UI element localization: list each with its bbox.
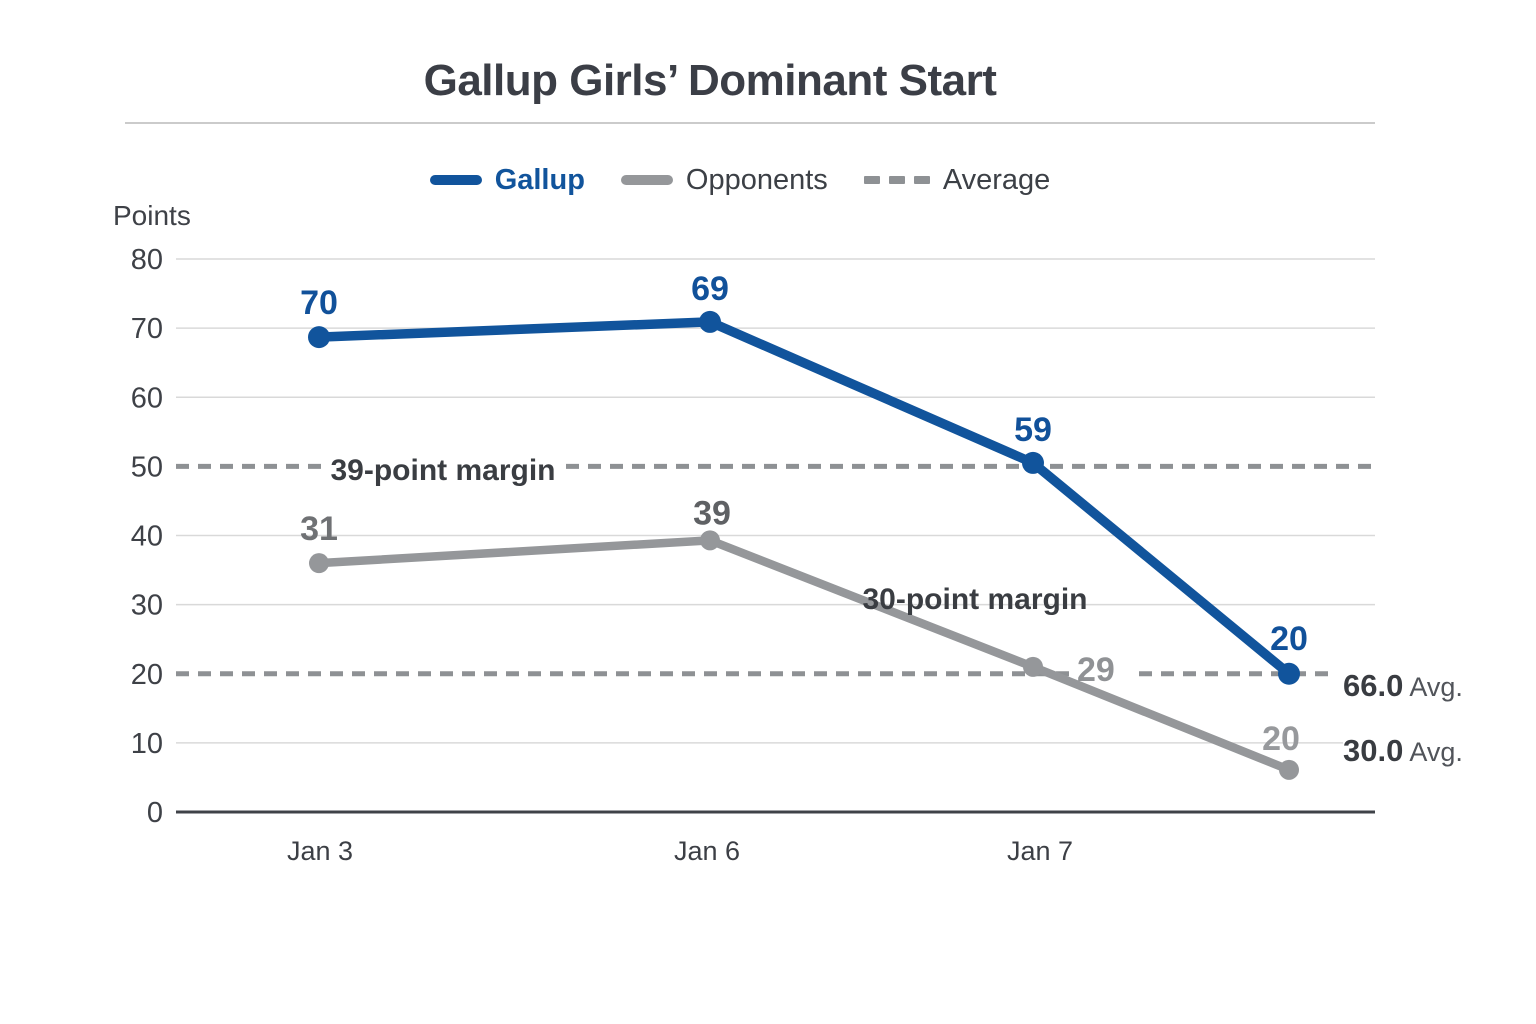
gallup-line-swatch-icon bbox=[429, 175, 482, 185]
avg-suffix: Avg. bbox=[1409, 672, 1463, 702]
gallup-average-value: 66.0 bbox=[1343, 668, 1404, 703]
opponents-average-label: 30.0 Avg. bbox=[1343, 732, 1463, 776]
gallup-line bbox=[314, 317, 1294, 679]
legend-item-gallup: Gallup bbox=[429, 163, 585, 197]
gallup-point bbox=[308, 326, 330, 349]
legend-label-average: Average bbox=[942, 163, 1051, 196]
legend-item-average: Average bbox=[863, 163, 1051, 197]
y-tick-label: 70 bbox=[131, 313, 163, 345]
gallup-average-label: 66.0 Avg. bbox=[1343, 667, 1463, 711]
x-tick-label: Jan 3 bbox=[287, 836, 353, 866]
y-tick-label: 50 bbox=[131, 451, 163, 483]
margin-annotation: 30-point margin bbox=[862, 583, 1087, 616]
gallup-data-label: 69 bbox=[691, 270, 729, 308]
y-tick-label: 0 bbox=[147, 797, 163, 829]
gallup-point bbox=[1278, 662, 1300, 685]
opponents-data-label: 31 bbox=[300, 510, 338, 548]
opponents-point bbox=[309, 553, 329, 574]
gallup-data-label: 70 bbox=[300, 284, 338, 322]
opponents-line bbox=[314, 536, 1294, 775]
y-tick-label: 40 bbox=[131, 521, 163, 553]
gallup-point bbox=[699, 310, 721, 333]
avg-suffix: Avg. bbox=[1409, 737, 1463, 767]
opponents-line-swatch-icon bbox=[620, 175, 673, 185]
opponents-point bbox=[1279, 759, 1299, 780]
average-dash-swatch-icon bbox=[863, 176, 930, 184]
y-tick-label: 60 bbox=[131, 382, 163, 414]
margin-annotation: 39-point margin bbox=[330, 454, 555, 487]
legend-label-gallup: Gallup bbox=[494, 163, 585, 196]
gallup-point bbox=[1022, 451, 1044, 474]
y-tick-label: 10 bbox=[131, 728, 163, 760]
legend-label-opponents: Opponents bbox=[685, 163, 828, 196]
gallup-data-label: 59 bbox=[1014, 411, 1052, 449]
y-tick-label: 20 bbox=[131, 659, 163, 691]
opponents-point bbox=[700, 530, 720, 551]
x-tick-label: Jan 6 bbox=[674, 836, 740, 866]
opponents-average-value: 30.0 bbox=[1343, 733, 1404, 768]
title-divider bbox=[125, 122, 1375, 124]
y-tick-label: 80 bbox=[131, 244, 163, 276]
opponents-data-label: 29 bbox=[1077, 651, 1115, 689]
opponents-data-label: 39 bbox=[693, 494, 731, 532]
gallup-data-label: 20 bbox=[1270, 620, 1308, 658]
legend-item-opponents: Opponents bbox=[620, 163, 828, 197]
y-axis-title: Points bbox=[113, 200, 191, 231]
page-title: Gallup Girls’ Dominant Start bbox=[423, 56, 997, 105]
x-tick-label: Jan 7 bbox=[1007, 836, 1073, 866]
opponents-point bbox=[1023, 656, 1043, 677]
y-tick-label: 30 bbox=[131, 590, 163, 622]
opponents-data-label: 20 bbox=[1262, 720, 1300, 758]
chart-legend: Gallup Opponents Average bbox=[0, 161, 1480, 199]
